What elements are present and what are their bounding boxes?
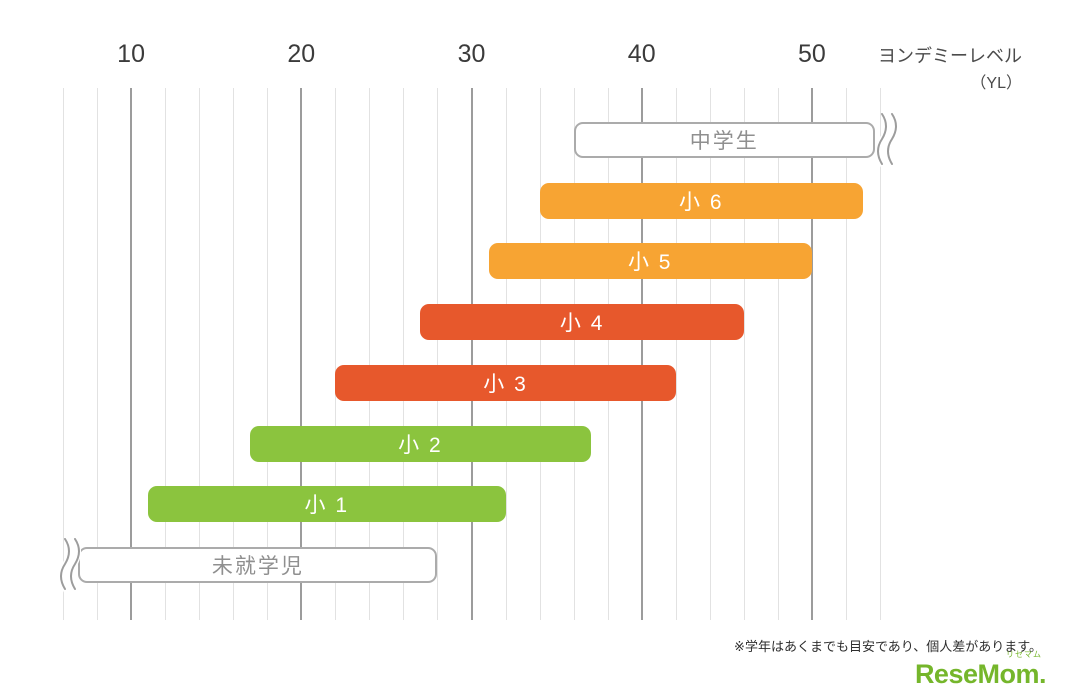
footnote: ※学年はあくまでも目安であり、個人差があります。 [734,639,1042,654]
x-tick-label: 50 [798,40,826,68]
logo-wordmark: ReseMom. [914,658,1047,690]
logo-text: ReseMom [914,658,1040,689]
gridline [267,88,269,620]
grade-bar-label: 小 6 [679,191,724,214]
resemom-logo: リセマム ReseMom. [914,650,1047,690]
x-tick-label: 40 [627,40,656,68]
axis-title-text: ヨンデミーレベル [878,46,1022,66]
gridline [130,88,133,620]
gridline [233,88,235,620]
gridline [810,88,813,620]
gridline [539,88,541,620]
gridline [880,88,881,620]
gridline [335,88,337,620]
grade-bar: 未就学児 [78,547,438,583]
grade-bar: 小 6 [539,183,863,219]
gridline [709,88,711,620]
grade-bar-label: 未就学児 [211,555,304,578]
axis-unit-label: （YL） [970,74,1022,92]
grade-bar: 小 4 [420,304,744,340]
grade-bar: 小 2 [250,426,591,462]
gridline [607,88,609,620]
grade-bar: 小 1 [148,486,506,522]
axis-title: ヨンデミーレベル （YL） [878,42,1022,96]
gridline [199,88,201,620]
plot-area: 中学生小 6 小 5 小 4 小 3 小 2 小 1 未就学児 [59,88,898,620]
grade-bar-label: 小 5 [627,251,673,274]
grade-bar-label: 中学生 [689,130,759,153]
grade-bar: 小 3 [335,365,676,401]
gridline [437,88,439,620]
axis-break-icon [876,112,898,168]
gridline [640,88,643,620]
gridline [845,88,847,620]
logo-period: . [1038,658,1047,689]
logo-furigana: リセマム [1006,650,1042,659]
gridline [573,88,575,620]
gridline [470,88,473,620]
gridline [505,88,507,620]
gridline [777,88,779,620]
gridline [675,88,677,620]
grade-bar-label: 小 1 [304,494,350,517]
grade-bar-label: 小 2 [398,434,443,457]
grade-bar-label: 小 3 [483,373,528,396]
gridline [63,88,64,620]
gridline [97,88,99,620]
grade-bar-label: 小 4 [559,312,605,335]
gridline [743,88,745,620]
grade-bar: 中学生 [573,122,875,158]
x-tick-label: 20 [287,40,316,68]
grade-bar: 小 5 [488,243,812,279]
gridline [165,88,167,620]
x-tick-label: 10 [117,40,145,68]
x-axis-ticks: 10 20 30 40 50 [63,40,880,72]
gridline [403,88,405,620]
x-tick-label: 30 [457,40,486,68]
axis-break-icon [59,537,81,593]
gridline [300,88,303,620]
gridline [369,88,371,620]
